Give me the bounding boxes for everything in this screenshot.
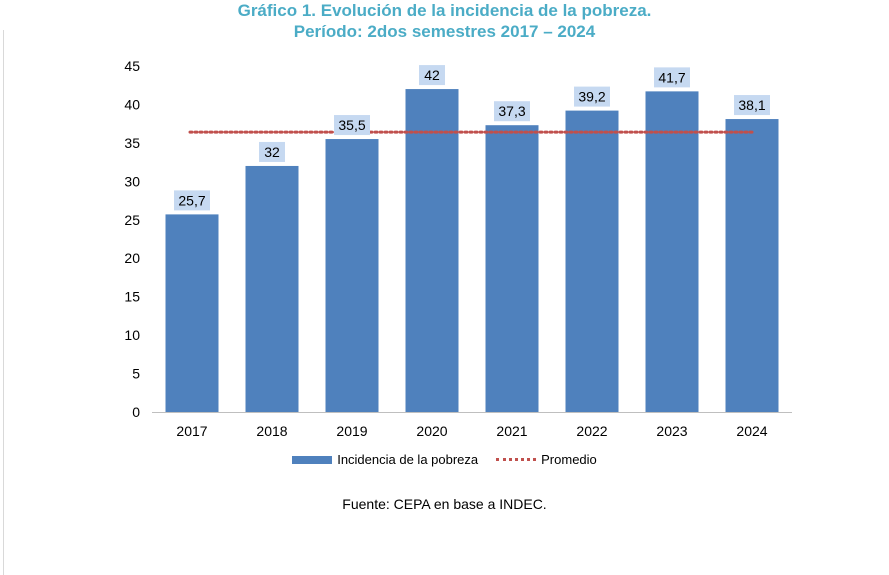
source-note: Fuente: CEPA en base a INDEC. bbox=[342, 496, 547, 512]
bar bbox=[485, 125, 539, 413]
y-tick-label: 10 bbox=[124, 327, 140, 343]
data-label: 42 bbox=[424, 67, 440, 83]
data-label-background bbox=[494, 101, 530, 122]
chart-title: Gráfico 1. Evolución de la incidencia de… bbox=[0, 0, 889, 42]
legend-label-promedio: Promedio bbox=[541, 452, 597, 467]
legend-item-promedio: Promedio bbox=[496, 452, 597, 467]
x-tick-label: 2024 bbox=[736, 423, 767, 439]
legend-item-incidencia: Incidencia de la pobreza bbox=[292, 452, 478, 467]
data-label-background bbox=[734, 95, 770, 116]
legend-bar-swatch bbox=[292, 455, 333, 464]
bar bbox=[165, 214, 219, 412]
legend-dotted-line-swatch bbox=[496, 458, 537, 461]
bar-chart: 0 5 10 15 20 25 30 35 40 45 2017 2018 2019 2020 2021 20… bbox=[124, 58, 792, 439]
bar bbox=[725, 119, 779, 412]
data-label-background bbox=[174, 190, 210, 211]
chart-title-line-2: Período: 2dos semestres 2017 – 2024 bbox=[293, 22, 596, 41]
x-tick-label: 2020 bbox=[416, 423, 447, 439]
data-label: 37,3 bbox=[498, 103, 525, 119]
y-tick-label: 5 bbox=[132, 366, 140, 382]
bar bbox=[405, 89, 459, 413]
x-tick-label: 2019 bbox=[336, 423, 367, 439]
y-tick-label: 15 bbox=[124, 289, 140, 305]
x-tick-label: 2017 bbox=[176, 423, 207, 439]
data-label: 25,7 bbox=[178, 192, 205, 208]
data-label-background bbox=[574, 86, 610, 107]
y-tick-label: 25 bbox=[124, 212, 140, 228]
data-label-background bbox=[654, 67, 690, 88]
bar bbox=[325, 139, 379, 413]
chart-title-line-1: Gráfico 1. Evolución de la incidencia de… bbox=[237, 1, 652, 20]
x-tick-label: 2023 bbox=[656, 423, 687, 439]
data-label: 32 bbox=[264, 144, 280, 160]
x-tick-label: 2018 bbox=[256, 423, 287, 439]
data-label: 35,5 bbox=[338, 117, 365, 133]
data-label-background bbox=[419, 65, 445, 86]
y-tick-label: 0 bbox=[132, 404, 140, 420]
data-label-background bbox=[259, 141, 285, 162]
data-label: 38,1 bbox=[738, 97, 765, 113]
bar bbox=[245, 165, 299, 412]
data-label: 39,2 bbox=[578, 89, 605, 105]
y-tick-label: 40 bbox=[124, 96, 140, 112]
y-tick-label: 45 bbox=[124, 58, 140, 74]
x-tick-label: 2021 bbox=[496, 423, 527, 439]
legend-label-incidencia: Incidencia de la pobreza bbox=[337, 452, 479, 467]
data-label: 41,7 bbox=[658, 69, 685, 85]
y-tick-label: 30 bbox=[124, 173, 140, 189]
chart-legend: Incidencia de la pobreza Promedio bbox=[0, 452, 889, 467]
bar bbox=[565, 110, 619, 413]
left-border-line bbox=[3, 30, 4, 575]
y-tick-label: 35 bbox=[124, 135, 140, 151]
data-label-background bbox=[334, 115, 370, 136]
y-tick-label: 20 bbox=[124, 250, 140, 266]
x-tick-label: 2022 bbox=[576, 423, 607, 439]
bar bbox=[645, 91, 699, 412]
